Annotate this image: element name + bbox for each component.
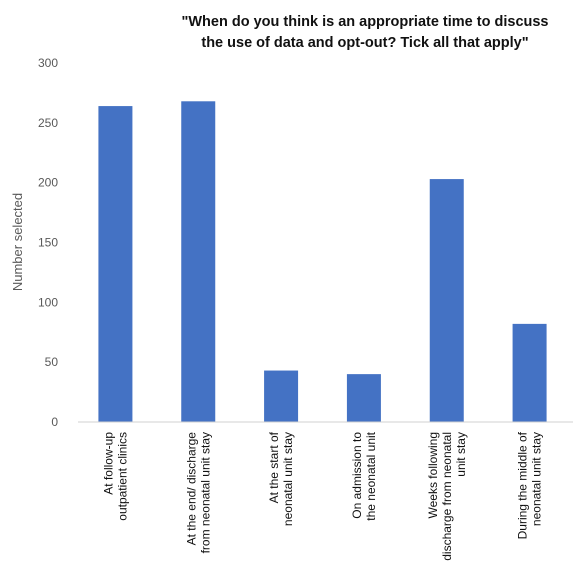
bar <box>264 370 299 422</box>
x-tick-label-line: At follow-up <box>101 432 115 495</box>
x-tick-label-line: On admission to <box>350 432 364 519</box>
chart-title-line-2: the use of data and opt-out? Tick all th… <box>201 35 528 51</box>
chart-title: "When do you think is an appropriate tim… <box>181 14 548 51</box>
y-tick-label: 200 <box>38 176 58 190</box>
y-tick-label: 100 <box>38 295 58 309</box>
x-tick-label-line: At the start of <box>267 431 281 503</box>
bar <box>181 101 216 422</box>
bar <box>98 106 133 422</box>
y-tick-label: 50 <box>45 355 59 369</box>
chart-title-line-1: "When do you think is an appropriate tim… <box>181 14 548 30</box>
bar <box>429 179 464 422</box>
x-tick-label: At follow-up outpatient clinics <box>101 432 129 521</box>
x-tick-label: At the start of neonatal unit stay <box>267 431 295 526</box>
y-axis-ticks: 0 50 100 150 200 250 300 <box>38 56 58 429</box>
x-tick-label-line: outpatient clinics <box>115 432 129 521</box>
x-tick-label-line: discharge from neonatal <box>440 432 454 561</box>
x-tick-label-line: At the end/ discharge <box>184 432 198 546</box>
y-tick-label: 0 <box>51 415 58 429</box>
x-tick-label: Weeks following discharge from neonatal un… <box>426 432 468 561</box>
y-tick-label: 250 <box>38 116 58 130</box>
x-tick-label-line: Weeks following <box>426 432 440 518</box>
y-axis-label: Number selected <box>10 193 25 291</box>
x-tick-label-line: the neonatal unit <box>364 431 378 520</box>
x-tick-label: On admission to the neonatal unit <box>350 431 378 520</box>
x-axis-tick-labels: At follow-up outpatient clinics At the end… <box>101 431 543 560</box>
x-tick-label-line: neonatal unit stay <box>530 432 544 526</box>
bar <box>346 374 381 422</box>
bars <box>98 101 547 422</box>
x-tick-label-line: neonatal unit stay <box>281 432 295 526</box>
x-tick-label: During the middle of neonatal unit stay <box>516 431 544 539</box>
y-tick-label: 150 <box>38 236 58 250</box>
y-tick-label: 300 <box>38 56 58 70</box>
x-tick-label: At the end/ discharge from neonatal unit … <box>184 432 212 554</box>
x-tick-label-line: During the middle of <box>516 431 530 539</box>
x-tick-label-line: unit stay <box>454 432 468 477</box>
x-tick-label-line: from neonatal unit stay <box>198 432 212 553</box>
bar <box>512 323 547 422</box>
